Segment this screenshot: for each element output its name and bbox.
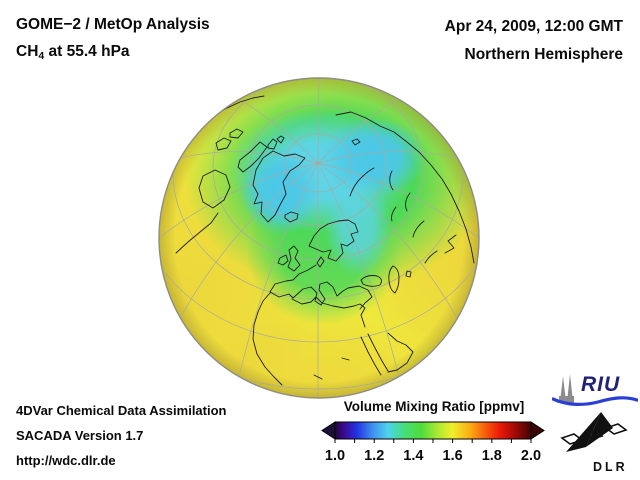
colorbar-tick-label: 1.0 <box>324 448 346 464</box>
formula-base: CH <box>16 43 39 60</box>
level-text: at 55.4 hPa <box>44 43 130 60</box>
analysis-title: GOME−2 / MetOp Analysis <box>16 16 210 33</box>
dlr-arrow-icon <box>560 412 628 452</box>
graticule <box>159 78 479 398</box>
riu-logo-text: RIU <box>581 373 621 396</box>
colorbar-ticks <box>334 439 532 443</box>
credit-line-2: SACADA Version 1.7 <box>16 428 144 443</box>
globe-field <box>159 78 479 398</box>
colorbar-gradient-bar <box>334 421 532 440</box>
dlr-logo: DLR <box>556 410 640 476</box>
globe-svg <box>158 77 480 399</box>
riu-logo: RIU <box>551 372 639 408</box>
globe-map <box>156 75 482 401</box>
datetime-label: Apr 24, 2009, 12:00 GMT <box>444 18 623 35</box>
colorbar-title: Volume Mixing Ratio [ppmv] <box>343 399 525 414</box>
colorbar-tick-label: 1.8 <box>481 448 502 464</box>
species-level-line: CH4 at 55.4 hPa <box>16 38 210 70</box>
dlr-logo-text: DLR <box>593 460 628 474</box>
colorbar-tick-label: 1.6 <box>442 448 463 464</box>
credit-url: http://wdc.dlr.de <box>16 453 116 468</box>
colorbar-tick-labels: 1.0 1.2 1.4 1.6 1.8 2.0 <box>321 448 545 466</box>
colorbar-tick-label: 2.0 <box>520 448 542 464</box>
header-right: Apr 24, 2009, 12:00 GMT Northern Hemisph… <box>445 13 623 69</box>
colorbar <box>321 421 545 443</box>
colorbar-left-arrow <box>321 421 336 440</box>
header-left: GOME−2 / MetOp Analysis CH4 at 55.4 hPa <box>16 11 210 70</box>
formula-subscript: 4 <box>38 50 45 62</box>
riu-cathedral-icon <box>551 374 639 406</box>
colorbar-right-arrow <box>530 421 545 440</box>
colorbar-tick-label: 1.4 <box>403 448 424 464</box>
globe-limb <box>158 77 480 399</box>
credit-line-1: 4DVar Chemical Data Assimilation <box>16 403 227 418</box>
riu-wave-icon <box>551 396 639 406</box>
hemisphere-label: Northern Hemisphere <box>464 46 623 63</box>
colorbar-tick-label: 1.2 <box>364 448 385 464</box>
coastlines <box>175 95 475 386</box>
